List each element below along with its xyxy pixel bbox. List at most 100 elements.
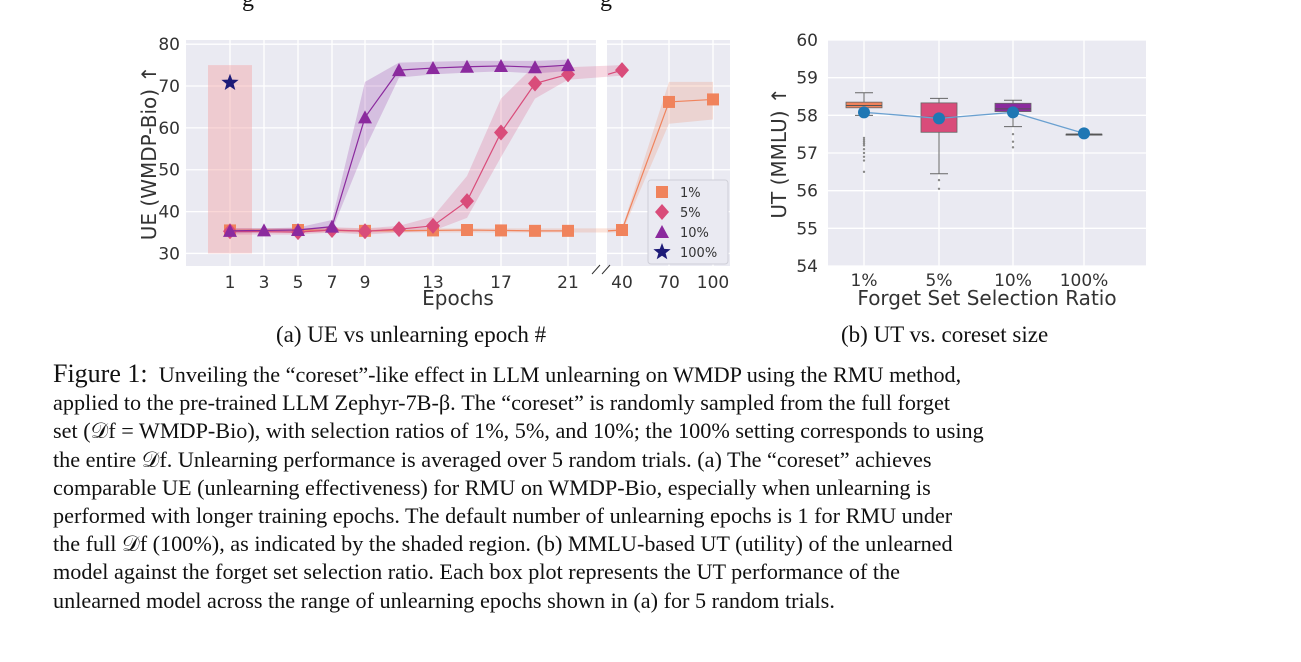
x-tick-label: 17 [490, 273, 512, 293]
data-point-10% [291, 223, 305, 237]
data-point-5% [392, 221, 406, 238]
y-tick-label: 55 [796, 219, 818, 239]
mean-line [863, 111, 1085, 135]
box-outlier [1011, 132, 1015, 136]
box-outlier [1011, 140, 1015, 143]
legend-marker-100% [653, 243, 671, 260]
x-tick-label: 10% [994, 271, 1032, 291]
x-tick-label: 1 [225, 273, 236, 293]
subcaption-a: (a) UE vs unlearning epoch # [276, 322, 547, 347]
box-outlier [862, 144, 866, 147]
legend-label: 5% [680, 206, 701, 221]
data-point-10% [325, 219, 339, 233]
x-axis-label: Forget Set Selection Ratio [857, 286, 1116, 310]
data-point-10% [426, 61, 440, 75]
data-point-100% [221, 73, 239, 90]
data-point-1% [461, 224, 473, 237]
figure-label: Figure 1: [53, 359, 148, 388]
y-tick-label: 60 [796, 31, 818, 51]
x-tick-label: 5% [926, 271, 953, 291]
series-line-1% [607, 98, 714, 232]
data-point-5% [460, 193, 474, 210]
box-outlier [862, 159, 866, 162]
box-outlier [862, 151, 866, 155]
data-point-10% [223, 223, 237, 237]
x-tick-label: 40 [611, 273, 633, 293]
series-line-5% [229, 73, 569, 233]
box-outlier [862, 148, 866, 151]
caption-line-4: the entire 𝒟f. Unlearning performance is… [53, 446, 932, 472]
plot-panel-1 [186, 40, 596, 266]
box-outlier [862, 155, 866, 158]
x-tick-label: 70 [658, 273, 680, 293]
mean-point-1% [858, 106, 870, 119]
caption-text-1: Unveiling the “coreset”-like effect in L… [158, 362, 962, 387]
data-point-5% [358, 223, 372, 240]
data-point-1% [495, 224, 507, 237]
x-tick-label: 21 [557, 273, 579, 293]
caption-line-2: applied to the pre-trained LLM Zephyr-7B… [53, 390, 951, 416]
box-outlier [937, 187, 941, 190]
data-point-5% [426, 217, 440, 234]
data-point-10% [392, 63, 406, 77]
legend-marker-10% [655, 225, 669, 238]
data-point-10% [561, 58, 575, 72]
default-epoch-shaded-region [208, 65, 252, 254]
x-tick-label: 13 [422, 273, 444, 293]
caption-line-8: model against the forget set selection r… [53, 559, 900, 585]
data-point-5% [528, 75, 542, 92]
box-outlier [862, 170, 866, 174]
caption-line-7: the full 𝒟f (100%), as indicated by the … [53, 531, 953, 557]
y-axis-label: UE (WMDP-Bio) ↑ [137, 66, 161, 240]
caption-line-3: set (𝒟f = WMDP-Bio), with selection rati… [53, 418, 984, 444]
legend-label: 1% [680, 186, 701, 201]
caption-line-5: comparable UE (unlearning effectiveness)… [53, 474, 931, 500]
y-tick-label: 80 [158, 35, 180, 55]
data-point-1% [616, 224, 628, 237]
box-outlier [862, 138, 866, 142]
y-tick-label: 56 [796, 182, 818, 202]
cropped-previous-line: g g [242, 0, 612, 13]
box-outlier [862, 142, 866, 145]
legend-marker-1% [656, 186, 668, 198]
x-tick-label: 5 [293, 273, 304, 293]
x-tick-label: 3 [259, 273, 270, 293]
box-outlier [862, 136, 866, 140]
caption-line-9: unlearned model across the range of unle… [53, 587, 835, 613]
legend-box [647, 179, 729, 265]
x-axis-label: Epochs [422, 286, 494, 310]
caption-line-1: Figure 1: Unveiling the “coreset”-like e… [53, 359, 1248, 389]
caption-line-6: performed with longer training epochs. T… [53, 503, 953, 529]
data-point-10% [494, 58, 508, 72]
x-tick-label: 100 [697, 273, 729, 293]
y-tick-label: 57 [796, 144, 818, 164]
y-tick-label: 60 [158, 119, 180, 139]
axis-break-mark [601, 264, 611, 275]
axis-break-mark [591, 264, 601, 275]
series-band-5% [230, 65, 622, 235]
mean-point-100% [1078, 127, 1090, 140]
cropped-text-left: g [242, 0, 254, 13]
y-tick-label: 40 [158, 203, 180, 223]
y-axis-label: UT (MMLU) ↑ [767, 87, 791, 218]
legend-label: 100% [680, 246, 717, 261]
x-tick-label: 1% [851, 271, 878, 291]
data-point-1% [663, 95, 675, 108]
legend-label: 10% [680, 226, 709, 241]
legend-marker-5% [655, 204, 669, 220]
data-point-10% [358, 110, 372, 124]
y-tick-label: 58 [796, 106, 818, 126]
y-tick-label: 54 [796, 257, 818, 277]
x-tick-label: 7 [327, 273, 338, 293]
data-point-10% [528, 60, 542, 74]
box-outlier [1011, 146, 1015, 149]
data-point-1% [562, 224, 574, 237]
data-point-1% [707, 93, 719, 106]
mean-point-10% [1007, 106, 1019, 119]
mean-point-5% [933, 112, 945, 125]
y-tick-label: 50 [158, 161, 180, 181]
data-point-10% [257, 223, 271, 237]
data-point-1% [529, 224, 541, 237]
cropped-text-right: g [600, 0, 612, 13]
